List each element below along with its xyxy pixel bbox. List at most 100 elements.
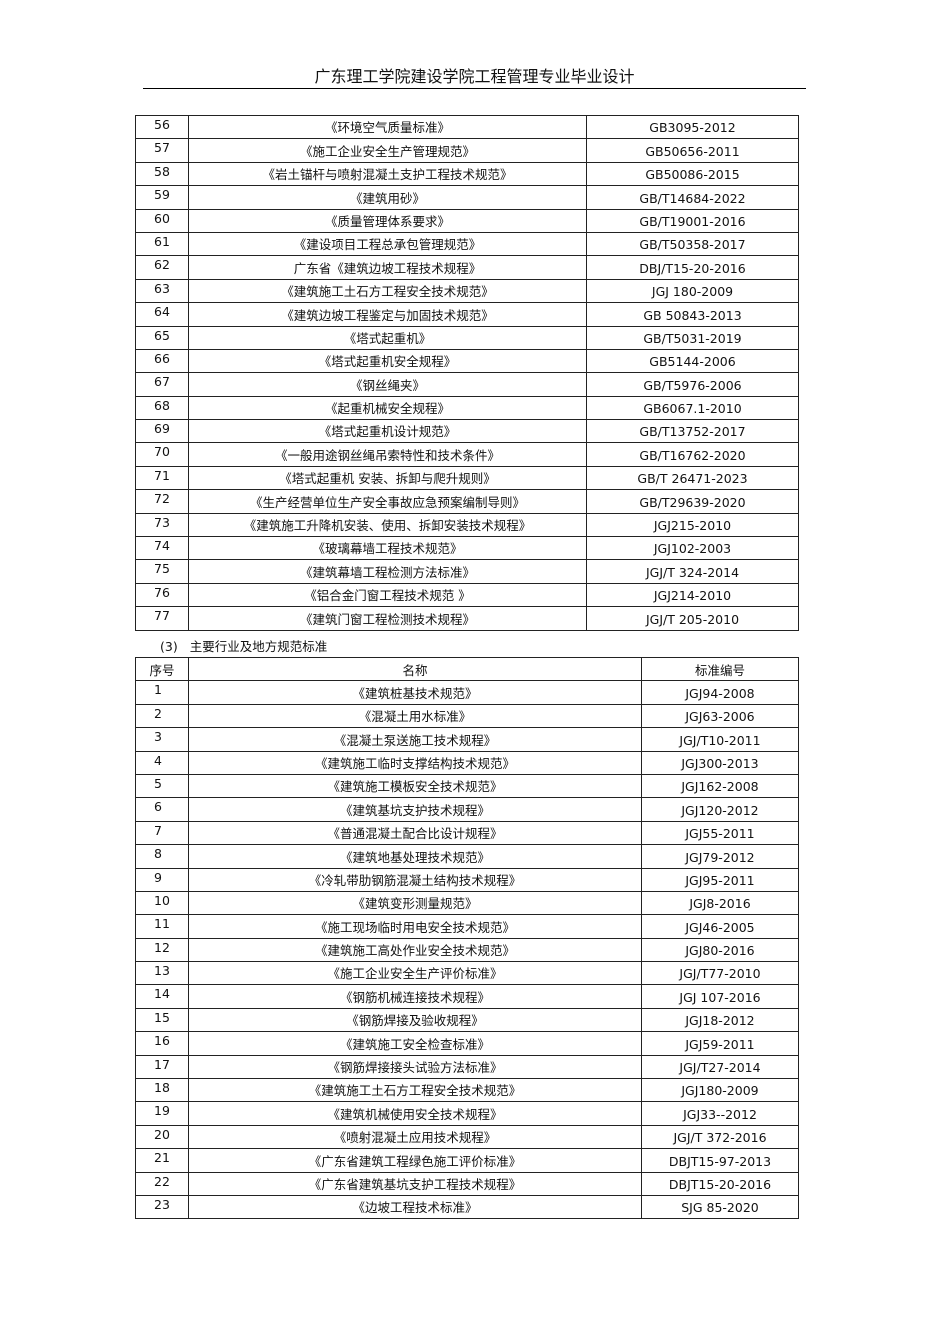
cell-num: 62 (135, 255, 189, 280)
cell-num: 1 (135, 680, 189, 705)
cell-name: 《塔式起重机安全规程》 (188, 348, 587, 374)
table-row: 21 《广东省建筑工程绿色施工评价标准》 DBJT15-97-2013 (135, 1148, 799, 1173)
cell-code: GB 50843-2013 (586, 302, 799, 327)
cell-name: 《建筑施工土石方工程安全技术规范》 (188, 1078, 642, 1103)
cell-name: 《一般用途钢丝绳吊索特性和技术条件》 (188, 442, 587, 467)
cell-code: JGJ/T 324-2014 (586, 559, 799, 584)
header-code: 标准编号 (641, 656, 799, 682)
cell-num: 72 (135, 489, 189, 514)
table-row: 19 《建筑机械使用安全技术规程》 JGJ33--2012 (135, 1101, 799, 1126)
cell-name: 《钢筋焊接及验收规程》 (188, 1007, 642, 1033)
table-row: 14 《钢筋机械连接技术规程》 JGJ 107-2016 (135, 984, 799, 1009)
cell-name: 《建筑地基处理技术规范》 (188, 844, 642, 869)
table-row: 63 《建筑施工土石方工程安全技术规范》 JGJ 180-2009 (135, 278, 799, 304)
table-row: 12 《建筑施工高处作业安全技术规范》 JGJ80-2016 (135, 937, 799, 963)
cell-name: 《岩土锚杆与喷射混凝土支护工程技术规范》 (188, 161, 587, 187)
cell-code: GB50086-2015 (586, 161, 799, 187)
cell-name: 《建筑变形测量规范》 (188, 890, 642, 916)
cell-num: 76 (135, 582, 189, 608)
table-row: 77 《建筑门窗工程检测技术规程》 JGJ/T 205-2010 (135, 606, 799, 631)
table2-body: 1 《建筑桩基技术规范》 JGJ94-2008 2 《混凝土用水标准》 JGJ63-200… (135, 680, 799, 1220)
cell-name: 《建筑桩基技术规范》 (188, 680, 642, 705)
cell-name: 《起重机械安全规程》 (188, 395, 587, 421)
cell-code: DBJT15-97-2013 (641, 1148, 799, 1173)
cell-num: 16 (135, 1031, 189, 1056)
table-row: 10 《建筑变形测量规范》 JGJ8-2016 (135, 890, 799, 916)
table-row: 11 《施工现场临时用电安全技术规范》 JGJ46-2005 (135, 914, 799, 939)
table-row: 75 《建筑幕墙工程检测方法标准》 JGJ/T 324-2014 (135, 559, 799, 584)
cell-num: 3 (135, 727, 189, 752)
table-row: 71 《塔式起重机 安装、拆卸与爬升规则》 GB/T 26471-2023 (135, 465, 799, 491)
cell-code: JGJ80-2016 (641, 937, 799, 963)
cell-num: 65 (135, 325, 189, 350)
cell-num: 66 (135, 348, 189, 374)
cell-num: 20 (135, 1124, 189, 1150)
cell-name: 《塔式起重机设计规范》 (188, 419, 587, 444)
cell-code: JGJ/T 205-2010 (586, 606, 799, 631)
cell-num: 12 (135, 937, 189, 963)
table-row: 74 《玻璃幕墙工程技术规范》 JGJ102-2003 (135, 536, 799, 561)
cell-code: JGJ120-2012 (641, 797, 799, 822)
cell-num: 21 (135, 1148, 189, 1173)
cell-num: 19 (135, 1101, 189, 1126)
cell-name: 《喷射混凝土应用技术规程》 (188, 1124, 642, 1150)
cell-num: 8 (135, 844, 189, 869)
table-row: 59 《建筑用砂》 GB/T14684-2022 (135, 185, 799, 210)
cell-num: 56 (135, 114, 189, 140)
cell-code: GB/T5031-2019 (586, 325, 799, 350)
cell-code: JGJ33--2012 (641, 1101, 799, 1126)
section-caption: (3) 主要行业及地方规范标准 (160, 636, 339, 655)
cell-name: 《钢丝绳夹》 (188, 372, 587, 397)
table-row: 16 《建筑施工安全检查标准》 JGJ59-2011 (135, 1031, 799, 1056)
cell-code: JGJ63-2006 (641, 703, 799, 729)
cell-name: 《建筑施工临时支撑结构技术规范》 (188, 750, 642, 775)
cell-code: JGJ55-2011 (641, 820, 799, 846)
cell-num: 6 (135, 797, 189, 822)
table-row: 69 《塔式起重机设计规范》 GB/T13752-2017 (135, 419, 799, 444)
cell-name: 《边坡工程技术标准》 (188, 1194, 642, 1220)
cell-code: DBJT15-20-2016 (641, 1171, 799, 1196)
cell-num: 77 (135, 606, 189, 631)
table-row: 72 《生产经营单位生产安全事故应急预案编制导则》 GB/T29639-2020 (135, 489, 799, 514)
table-header-row: 序号 名称 标准编号 (135, 656, 799, 682)
cell-code: GB/T13752-2017 (586, 419, 799, 444)
section-number: (3) (160, 639, 178, 654)
industry-standards-table: 序号 名称 标准编号 1 《建筑桩基技术规范》 JGJ94-2008 2 《混凝土用水标… (135, 656, 799, 1220)
table-row: 66 《塔式起重机安全规程》 GB5144-2006 (135, 348, 799, 374)
cell-code: JGJ215-2010 (586, 512, 799, 538)
cell-name: 《混凝土泵送施工技术规程》 (188, 727, 642, 752)
cell-name: 《铝合金门窗工程技术规范 》 (188, 582, 587, 608)
header-index: 序号 (135, 656, 189, 682)
cell-code: JGJ 180-2009 (586, 278, 799, 304)
cell-name: 《建筑门窗工程检测技术规程》 (188, 606, 587, 631)
cell-code: JGJ102-2003 (586, 536, 799, 561)
cell-code: GB5144-2006 (586, 348, 799, 374)
cell-num: 4 (135, 750, 189, 775)
cell-num: 75 (135, 559, 189, 584)
cell-num: 71 (135, 465, 189, 491)
cell-name: 广东省《建筑边坡工程技术规程》 (188, 255, 587, 280)
page-header: 广东理工学院建设学院工程管理专业毕业设计 (143, 66, 806, 89)
cell-code: JGJ162-2008 (641, 773, 799, 799)
cell-num: 67 (135, 372, 189, 397)
table-row: 9 《冷轧带肋钢筋混凝土结构技术规程》 JGJ95-2011 (135, 867, 799, 892)
cell-code: JGJ/T 372-2016 (641, 1124, 799, 1150)
cell-name: 《施工企业安全生产评价标准》 (188, 961, 642, 986)
cell-code: JGJ/T10-2011 (641, 727, 799, 752)
section-title: 主要行业及地方规范标准 (189, 639, 328, 654)
table-row: 6 《建筑基坑支护技术规程》 JGJ120-2012 (135, 797, 799, 822)
cell-num: 22 (135, 1171, 189, 1196)
cell-code: JGJ300-2013 (641, 750, 799, 775)
cell-name: 《钢筋机械连接技术规程》 (188, 984, 642, 1009)
table-row: 13 《施工企业安全生产评价标准》 JGJ/T77-2010 (135, 961, 799, 986)
cell-name: 《建筑边坡工程鉴定与加固技术规范》 (188, 302, 587, 327)
table-row: 64 《建筑边坡工程鉴定与加固技术规范》 GB 50843-2013 (135, 302, 799, 327)
cell-num: 13 (135, 961, 189, 986)
cell-name: 《建筑机械使用安全技术规程》 (188, 1101, 642, 1126)
table-row: 4 《建筑施工临时支撑结构技术规范》 JGJ300-2013 (135, 750, 799, 775)
table-row: 76 《铝合金门窗工程技术规范 》 JGJ214-2010 (135, 582, 799, 608)
cell-name: 《塔式起重机 安装、拆卸与爬升规则》 (188, 465, 587, 491)
table-row: 2 《混凝土用水标准》 JGJ63-2006 (135, 703, 799, 729)
cell-num: 69 (135, 419, 189, 444)
cell-code: JGJ8-2016 (641, 890, 799, 916)
